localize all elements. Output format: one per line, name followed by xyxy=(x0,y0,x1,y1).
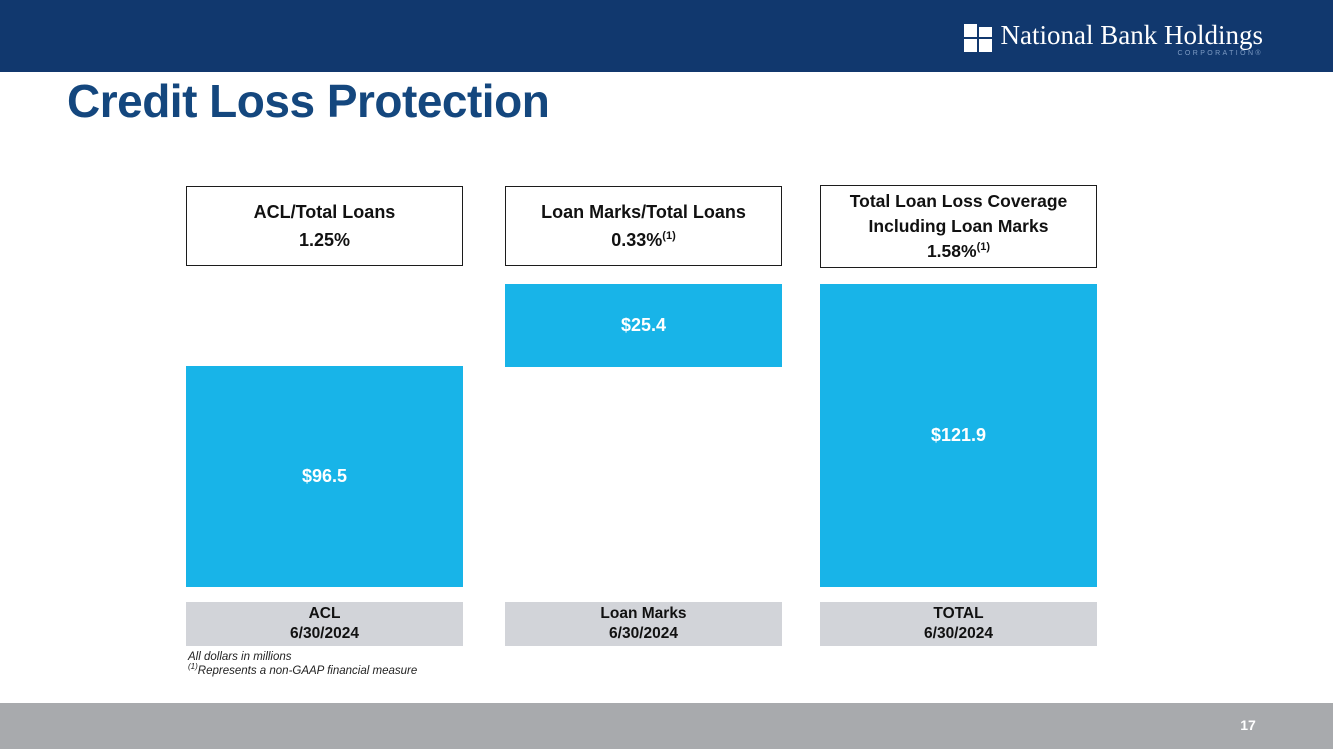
footnote-marker: (1) xyxy=(662,230,676,242)
bar-loan-marks: $25.4 xyxy=(505,284,782,367)
bar-total: $121.9 xyxy=(820,284,1097,587)
metric-value: 0.33%(1) xyxy=(611,226,676,254)
footnote-dollars: All dollars in millions xyxy=(188,650,417,664)
ratio-value: 1.58% xyxy=(926,241,977,261)
metric-label: Total Loan Loss Coverage xyxy=(849,191,1068,211)
category-label-loan-marks: Loan Marks 6/30/2024 xyxy=(505,602,782,646)
logo-square xyxy=(963,39,977,52)
metric-label: Including Loan Marks xyxy=(868,216,1049,236)
company-logo: National Bank Holdings CORPORATION® xyxy=(963,20,1263,57)
footnote-text: All dollars in millions xyxy=(188,651,292,663)
category-date: 6/30/2024 xyxy=(924,625,993,642)
logo-square xyxy=(978,39,992,52)
footnotes: All dollars in millions (1)Represents a … xyxy=(188,650,417,678)
bar-value-label: $121.9 xyxy=(930,425,987,445)
metric-label: ACL/Total Loans xyxy=(253,202,396,222)
footnote-marker: (1) xyxy=(976,241,991,254)
metric-box-loan-marks-ratio: Loan Marks/Total Loans 0.33%(1) xyxy=(505,186,782,266)
category-name: ACL xyxy=(308,605,341,622)
logo-square xyxy=(963,24,977,37)
footnote-non-gaap: (1)Represents a non-GAAP financial measu… xyxy=(188,662,418,678)
footer-bar: 17 xyxy=(0,703,1333,749)
metric-value: 1.25% xyxy=(299,226,350,254)
category-name: TOTAL xyxy=(933,605,984,622)
category-name: Loan Marks xyxy=(600,605,687,622)
company-name: National Bank Holdings xyxy=(1000,20,1263,50)
metric-box-total-coverage-ratio: Total Loan Loss Coverage Including Loan … xyxy=(820,185,1097,268)
page-number: 17 xyxy=(1240,717,1256,733)
footnote-marker: (1) xyxy=(188,662,198,672)
bar-value-label: $25.4 xyxy=(620,315,667,335)
metric-box-acl-ratio: ACL/Total Loans 1.25% xyxy=(186,186,463,266)
metric-label: Loan Marks/Total Loans xyxy=(541,202,746,222)
bar-acl: $96.5 xyxy=(186,366,463,587)
category-date: 6/30/2024 xyxy=(290,625,359,642)
category-label-acl: ACL 6/30/2024 xyxy=(186,602,463,646)
ratio-value: 0.33% xyxy=(611,230,663,250)
slide-title: Credit Loss Protection xyxy=(67,75,550,127)
bar-value-label: $96.5 xyxy=(301,466,348,486)
category-label-total: TOTAL 6/30/2024 xyxy=(820,602,1097,646)
logo-square xyxy=(978,27,992,37)
company-subtitle: CORPORATION® xyxy=(1177,50,1263,57)
footnote-text: Represents a non-GAAP financial measure xyxy=(197,665,418,677)
top-banner: National Bank Holdings CORPORATION® xyxy=(0,0,1333,72)
window-grid-icon xyxy=(963,24,992,52)
ratio-value: 1.25% xyxy=(298,230,351,250)
metric-value: 1.58%(1) xyxy=(927,239,990,264)
category-date: 6/30/2024 xyxy=(609,625,678,642)
